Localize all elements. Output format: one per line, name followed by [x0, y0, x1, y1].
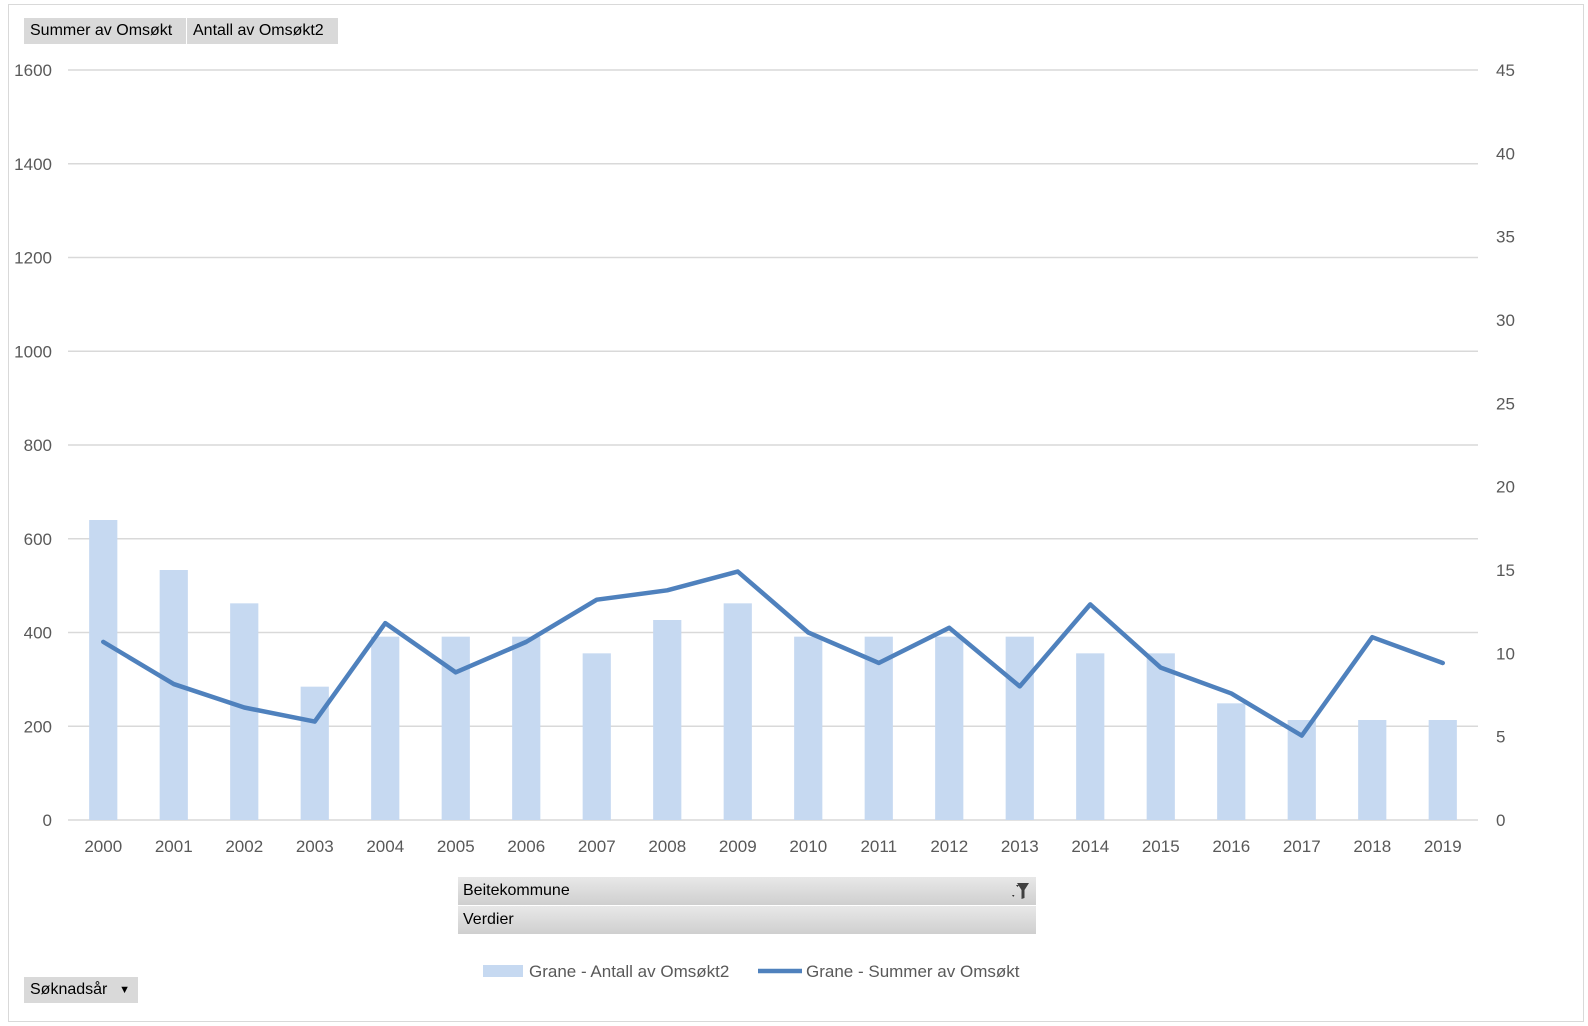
x-tick-label: 2004	[366, 837, 404, 856]
x-tick-label: 2005	[437, 837, 475, 856]
x-tick-label: 2012	[930, 837, 968, 856]
y-tick-label: 1600	[14, 61, 52, 80]
y2-tick-label: 45	[1496, 61, 1515, 80]
bar	[935, 636, 964, 820]
bar	[794, 636, 823, 820]
y2-tick-label: 15	[1496, 561, 1515, 580]
legend-label-line: Grane - Summer av Omsøkt	[806, 962, 1020, 981]
y2-tick-label: 30	[1496, 311, 1515, 330]
x-tick-label: 2010	[789, 837, 827, 856]
bar	[1076, 653, 1105, 820]
bar	[864, 636, 893, 820]
bar	[512, 636, 541, 820]
line-series	[101, 569, 1445, 738]
y-tick-label: 0	[43, 811, 52, 830]
x-axis: 2000 2001 2002 2003 2004 2005 2006 2007 2008 2009…	[84, 837, 1461, 856]
bar	[371, 636, 400, 820]
bar	[1146, 653, 1175, 820]
series-line	[101, 569, 1445, 738]
chevron-down-icon: ▼	[119, 984, 130, 996]
chart-area	[8, 4, 1584, 1022]
y2-tick-label: 40	[1496, 144, 1515, 163]
x-tick-label: 2009	[719, 837, 757, 856]
y2-tick-label: 10	[1496, 644, 1515, 663]
y-tick-label: 400	[24, 624, 52, 643]
bar-series	[89, 520, 1457, 820]
y2-tick-label: 35	[1496, 228, 1515, 247]
x-tick-label: 2001	[155, 837, 193, 856]
x-tick-label: 2007	[578, 837, 616, 856]
x-tick-label: 2017	[1283, 837, 1321, 856]
x-tick-label: 2018	[1353, 837, 1391, 856]
x-tick-label: 2014	[1071, 837, 1109, 856]
y2-tick-label: 20	[1496, 478, 1515, 497]
filter-icon[interactable]	[1008, 881, 1030, 901]
bar	[159, 570, 188, 820]
x-tick-label: 2013	[1001, 837, 1039, 856]
pivot-filter-panel: Beitekommune Verdier	[458, 877, 1036, 934]
bar	[653, 620, 682, 820]
x-tick-label: 2002	[225, 837, 263, 856]
legend-label-bar: Grane - Antall av Omsøkt2	[529, 962, 729, 981]
bar	[582, 653, 611, 820]
y-tick-label: 600	[24, 530, 52, 549]
bar	[1358, 720, 1387, 820]
y-tick-label: 200	[24, 717, 52, 736]
x-tick-label: 2008	[648, 837, 686, 856]
y-tick-label: 1400	[14, 155, 52, 174]
secondary-y-axis: 0 5 10 15 20 25 30 35 40 45	[1496, 61, 1515, 830]
y-tick-label: 1200	[14, 249, 52, 268]
filter-field-beitekommune[interactable]: Beitekommune	[458, 877, 1036, 905]
filter-field-label: Beitekommune	[463, 882, 570, 899]
filter-values-row: Verdier	[458, 906, 1036, 934]
bar	[1428, 720, 1457, 820]
x-tick-label: 2016	[1212, 837, 1250, 856]
bar	[1217, 703, 1246, 820]
bar	[1005, 636, 1034, 820]
x-tick-label: 2015	[1142, 837, 1180, 856]
bar	[723, 603, 752, 820]
x-tick-label: 2019	[1424, 837, 1462, 856]
pivot-value-button-sum[interactable]: Summer av Omsøkt	[24, 18, 186, 44]
axis-field-label: Søknadsår	[30, 981, 108, 998]
bar	[89, 520, 118, 820]
y2-tick-label: 5	[1496, 728, 1505, 747]
y-tick-label: 800	[24, 436, 52, 455]
y2-tick-label: 0	[1496, 811, 1505, 830]
x-tick-label: 2006	[507, 837, 545, 856]
pivot-value-button-count[interactable]: Antall av Omsøkt2	[187, 18, 338, 44]
y2-tick-label: 25	[1496, 394, 1515, 413]
x-tick-label: 2011	[860, 837, 897, 856]
legend: Grane - Antall av Omsøkt2 Grane - Summer …	[483, 962, 1020, 981]
x-tick-label: 2003	[296, 837, 334, 856]
gridlines	[68, 69, 1478, 821]
x-tick-label: 2000	[84, 837, 122, 856]
legend-swatch-bar	[483, 965, 523, 977]
y-tick-label: 1000	[14, 342, 52, 361]
axis-field-button-soknadsar[interactable]: Søknadsår ▼	[24, 977, 138, 1003]
primary-y-axis: 0 200 400 600 800 1000 1200 1400 1600	[14, 61, 52, 830]
values-label: Verdier	[463, 911, 514, 928]
